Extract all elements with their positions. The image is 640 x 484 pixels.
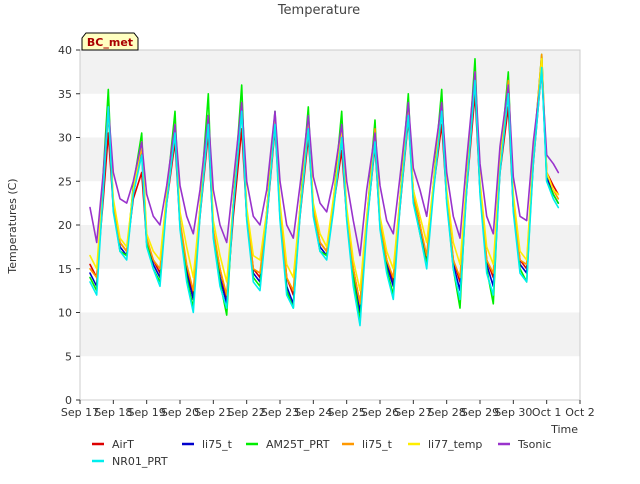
grid-band bbox=[80, 356, 580, 400]
series-layer bbox=[89, 53, 560, 327]
series-line-li77-temp-4 bbox=[89, 58, 560, 292]
legend-label: li75_t bbox=[362, 438, 393, 451]
x-tick-label: Sep 30 bbox=[494, 406, 532, 419]
x-tick-label: Sep 18 bbox=[94, 406, 132, 419]
x-tick-label: Sep 29 bbox=[461, 406, 499, 419]
legend-label: Tsonic bbox=[517, 438, 551, 451]
grid-band bbox=[80, 137, 580, 182]
legend-label: li77_temp bbox=[428, 438, 482, 451]
legend-entry: li75_t bbox=[342, 438, 393, 451]
x-tick-label: Sep 19 bbox=[128, 406, 166, 419]
y-tick-label: 30 bbox=[58, 132, 72, 145]
x-tick-label: Sep 26 bbox=[361, 406, 399, 419]
legend-label: AM25T_PRT bbox=[266, 438, 330, 451]
x-tick-label: Oct 2 bbox=[565, 406, 595, 419]
x-tick-label: Sep 28 bbox=[428, 406, 466, 419]
x-tick-label: Oct 1 bbox=[532, 406, 562, 419]
x-tick-label: Sep 17 bbox=[61, 406, 99, 419]
legend-entry: li77_temp bbox=[408, 438, 482, 451]
y-tick-label: 5 bbox=[65, 350, 72, 363]
x-tick-label: Sep 24 bbox=[294, 406, 332, 419]
x-tick-label: Sep 20 bbox=[161, 406, 199, 419]
grid-band bbox=[80, 312, 580, 357]
y-tick-label: 35 bbox=[58, 88, 72, 101]
y-axis-label: Temperatures (C) bbox=[6, 178, 19, 274]
grid-band bbox=[80, 268, 580, 313]
legend-label: NR01_PRT bbox=[112, 455, 168, 468]
y-tick-label: 15 bbox=[58, 263, 72, 276]
grid-band bbox=[80, 50, 580, 94]
legend-entry: Tsonic bbox=[498, 438, 551, 451]
x-tick-label: Sep 27 bbox=[394, 406, 432, 419]
x-tick-label: Sep 21 bbox=[194, 406, 232, 419]
legend-entry: li75_t bbox=[182, 438, 233, 451]
y-tick-label: 20 bbox=[58, 219, 72, 232]
chart-title: Temperature bbox=[277, 3, 360, 18]
y-tick-label: 10 bbox=[58, 307, 72, 320]
series-line-tsonic-5 bbox=[89, 71, 560, 257]
site-label-text: BC_met bbox=[87, 36, 133, 49]
x-axis-label: Time bbox=[550, 423, 578, 436]
y-tick-label: 40 bbox=[58, 44, 72, 57]
x-tick-label: Sep 25 bbox=[328, 406, 366, 419]
legend-label: AirT bbox=[112, 438, 134, 451]
grid-band bbox=[80, 93, 580, 138]
y-axis: 0 5 10 15 20 25 30 35 40 bbox=[58, 44, 80, 407]
legend-entry: AM25T_PRT bbox=[246, 438, 330, 451]
legend-label: li75_t bbox=[202, 438, 233, 451]
x-tick-label: Sep 22 bbox=[228, 406, 266, 419]
series-line-nr01-prt-6 bbox=[89, 66, 560, 327]
x-tick-label: Sep 23 bbox=[261, 406, 299, 419]
y-tick-label: 25 bbox=[58, 175, 72, 188]
legend-entry: AirT bbox=[92, 438, 134, 451]
legend: AirT li75_t AM25T_PRT li75_t li77_temp Tsonic… bbox=[92, 438, 551, 468]
legend-entry: NR01_PRT bbox=[92, 455, 168, 468]
y-tick-label: 0 bbox=[65, 394, 72, 407]
site-label-badge: BC_met bbox=[81, 32, 139, 51]
